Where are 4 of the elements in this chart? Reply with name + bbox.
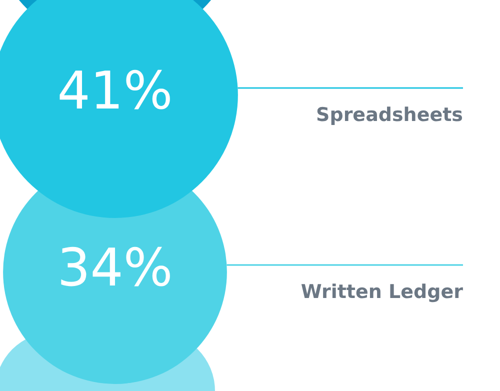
category-label: Spreadsheets: [316, 104, 463, 126]
data-label: 34%: [57, 238, 173, 299]
data-label: 41%: [57, 62, 173, 122]
category-label: Written Ledger: [300, 280, 464, 303]
